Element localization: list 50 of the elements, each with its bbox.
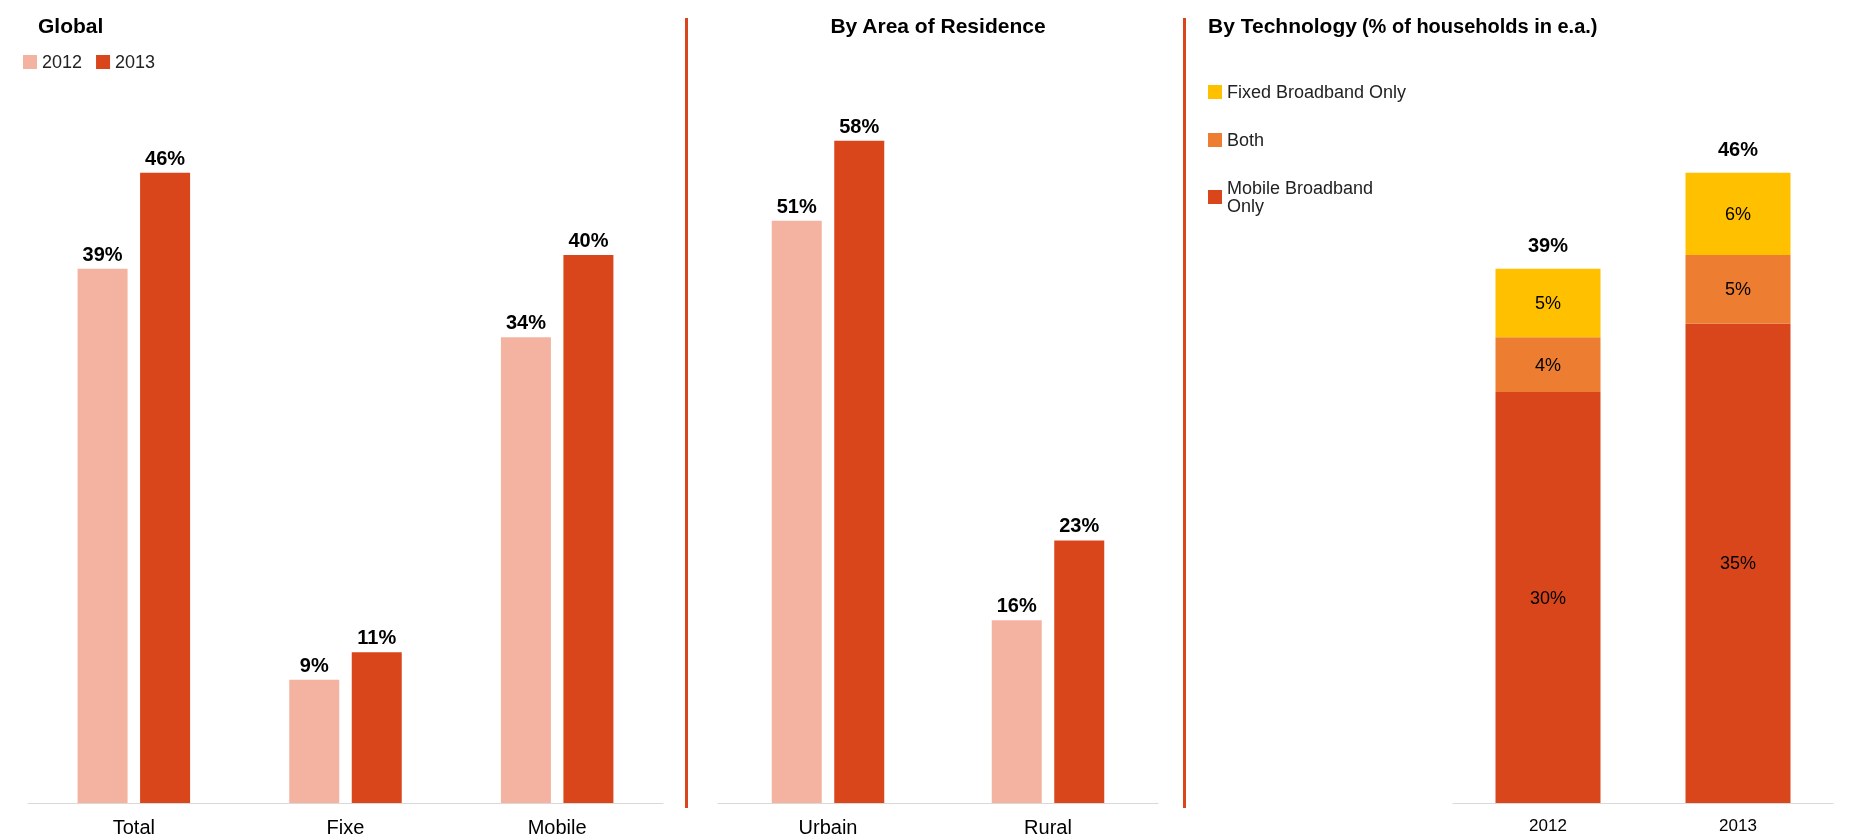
bar — [563, 255, 614, 803]
total-label: 46% — [1717, 137, 1759, 160]
data-label: 5% — [1534, 292, 1562, 313]
data-label: 46% — [145, 146, 186, 169]
bar — [771, 220, 822, 803]
legend-label: 2013 — [115, 52, 156, 72]
data-label: 34% — [505, 311, 547, 334]
text: By Technology — [1208, 14, 1358, 37]
bar — [1685, 323, 1791, 803]
legend-label: Both — [1227, 130, 1265, 150]
bar — [834, 140, 885, 803]
chart-title: By Area of Residence — [830, 14, 1046, 37]
total-label: 39% — [1527, 233, 1569, 256]
bar — [1495, 337, 1601, 392]
data-label: 11% — [357, 626, 397, 649]
bar — [500, 337, 551, 803]
x-tick-label: Urbain — [798, 816, 858, 838]
chart-subtitle: (% of households in e.a.) — [1361, 14, 1598, 37]
chart-title: Global — [38, 14, 104, 37]
data-label: 4% — [1534, 354, 1562, 375]
x-tick-label: 2013 — [1719, 816, 1757, 835]
data-label: 39% — [82, 242, 123, 265]
x-tick-label: Rural — [1024, 816, 1072, 838]
bar — [991, 620, 1042, 803]
data-label: 30% — [1529, 587, 1567, 608]
bar — [1685, 255, 1791, 324]
x-tick-label: 2012 — [1529, 816, 1567, 835]
x-tick-label: Fixe — [326, 816, 365, 838]
data-label: 40% — [568, 229, 609, 251]
bar — [1495, 392, 1601, 803]
legend-label: Mobile Broadband Only — [1227, 178, 1374, 216]
bar — [351, 652, 402, 803]
legend-label: 2012 — [42, 52, 83, 72]
data-label: 23% — [1059, 514, 1100, 537]
data-label: 16% — [996, 594, 1037, 617]
bar — [1685, 172, 1791, 255]
data-label: 5% — [1724, 279, 1752, 300]
bar — [140, 172, 191, 803]
x-tick-label: Total — [112, 816, 155, 838]
bar — [1495, 268, 1601, 338]
data-label: 6% — [1724, 203, 1752, 224]
data-label: 9% — [299, 653, 329, 676]
data-label: 51% — [776, 194, 817, 217]
data-label: 35% — [1719, 553, 1757, 574]
x-tick-label: Mobile — [527, 816, 587, 838]
bar — [1054, 540, 1105, 803]
legend-label: Fixed Broadband Only — [1227, 82, 1407, 102]
bar — [289, 679, 340, 803]
data-label: 58% — [839, 114, 880, 137]
bar — [77, 268, 128, 803]
